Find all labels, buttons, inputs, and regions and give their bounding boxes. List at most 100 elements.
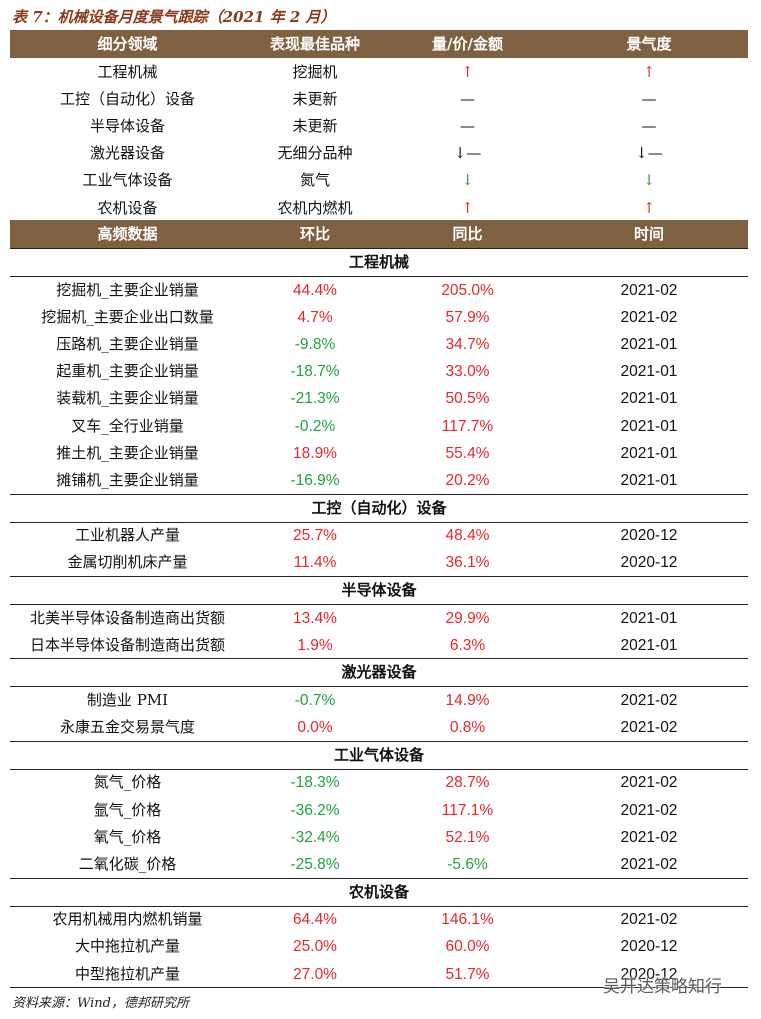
summary-cell: 半导体设备 <box>89 116 165 135</box>
summary-cell: — <box>641 116 657 135</box>
data-cell: 36.1% <box>445 554 490 572</box>
header-cell: 高频数据 <box>97 224 158 243</box>
data-cell: 28.7% <box>445 774 490 792</box>
data-cell: 大中拖拉机产量 <box>74 937 180 956</box>
data-cell: 48.4% <box>445 527 490 545</box>
summary-cell: ↓ <box>461 171 474 190</box>
data-cell: 2021-02 <box>620 828 678 846</box>
data-cell: -0.7% <box>294 691 336 709</box>
section-rule <box>10 768 748 770</box>
data-cell: 摊铺机_主要企业销量 <box>56 470 199 489</box>
data-cell: 50.5% <box>445 390 490 408</box>
data-cell: 2021-01 <box>620 609 678 627</box>
data-cell: 北美半导体设备制造商出货额 <box>29 608 225 627</box>
data-cell: -18.3% <box>290 774 340 792</box>
summary-cell: — <box>460 116 475 135</box>
data-cell: -5.6% <box>447 855 488 873</box>
data-cell: 117.1% <box>441 801 494 819</box>
section-rule <box>10 576 748 577</box>
data-cell: 2021-02 <box>620 774 678 792</box>
summary-cell: 激光器设备 <box>89 144 165 163</box>
data-cell: 11.4% <box>293 554 337 572</box>
data-cell: 2021-02 <box>620 691 678 709</box>
data-cell: 51.7% <box>445 965 490 983</box>
section-rule <box>10 905 748 907</box>
data-cell: -21.3% <box>290 390 340 408</box>
section-title: 工程机械 <box>348 253 409 271</box>
data-cell: 农用机械用内燃机销量 <box>52 910 203 929</box>
section-title: 工业气体设备 <box>333 745 424 764</box>
data-cell: 2020-12 <box>620 938 678 956</box>
summary-cell: 无细分品种 <box>277 144 353 163</box>
data-cell: 叉车_全行业销量 <box>71 416 184 435</box>
header-cell: 景气度 <box>626 34 672 53</box>
data-cell: -18.7% <box>290 363 340 381</box>
section-title: 农机设备 <box>348 882 409 901</box>
data-cell: 2021-02 <box>620 308 678 326</box>
section-rule <box>10 686 748 688</box>
data-cell: 29.9% <box>445 609 490 627</box>
summary-cell: 工控（自动化）设备 <box>59 89 195 108</box>
data-cell: 0.8% <box>449 719 486 737</box>
summary-cell: ↓— <box>635 144 663 163</box>
section-rule <box>10 493 748 495</box>
section-rule <box>10 248 748 249</box>
summary-cell: ↑ <box>642 198 656 217</box>
header-cell: 表现最佳品种 <box>269 34 360 53</box>
data-cell: 工业机器人产量 <box>74 526 180 545</box>
section-title: 半导体设备 <box>341 581 417 599</box>
watermark: 吴开达策略知行 <box>603 977 722 997</box>
data-cell: 氮气_价格 <box>93 773 162 792</box>
data-cell: 33.0% <box>445 363 490 381</box>
data-cell: 52.1% <box>445 828 490 846</box>
summary-cell: 未更新 <box>292 116 338 135</box>
table-title: 表 7：机械设备月度景气跟踪（2021 年 2 月） <box>12 8 336 26</box>
header-bar <box>10 30 748 58</box>
data-cell: 金属切削机床产量 <box>67 553 188 572</box>
data-cell: 2021-01 <box>620 471 678 489</box>
data-cell: 1.9% <box>297 636 333 654</box>
data-cell: 中型拖拉机产量 <box>74 964 180 983</box>
data-cell: 20.2% <box>445 471 490 489</box>
data-cell: 起重机_主要企业销量 <box>56 362 199 381</box>
data-cell: 挖掘机_主要企业销量 <box>56 280 199 299</box>
data-cell: 2021-02 <box>620 719 678 737</box>
section-rule <box>10 740 748 742</box>
summary-cell: ↑ <box>461 198 474 217</box>
summary-cell: 工业气体设备 <box>82 171 173 190</box>
data-cell: -36.2% <box>290 801 340 819</box>
data-cell: 57.9% <box>445 308 490 326</box>
data-cell: -16.9% <box>290 471 340 489</box>
data-cell: 60.0% <box>445 938 490 956</box>
data-cell: 25.7% <box>293 527 337 545</box>
header-cell: 时间 <box>633 224 664 243</box>
data-cell: 64.4% <box>293 911 337 929</box>
summary-cell: — <box>460 89 475 108</box>
data-cell: -32.4% <box>290 828 340 846</box>
bottom-rule <box>10 987 748 988</box>
section-rule <box>10 658 748 660</box>
header-cell: 细分领域 <box>97 34 158 53</box>
data-cell: 2021-01 <box>620 390 678 408</box>
data-cell: 4.7% <box>297 308 333 326</box>
data-cell: 27.0% <box>293 965 337 983</box>
summary-cell: ↓— <box>453 144 482 163</box>
data-cell: 2021-01 <box>620 335 678 353</box>
summary-cell: 未更新 <box>292 89 338 108</box>
data-cell: 2020-12 <box>620 554 678 572</box>
data-cell: -9.8% <box>294 335 336 353</box>
data-cell: 2021-02 <box>620 281 678 299</box>
data-cell: 装载机_主要企业销量 <box>56 389 199 408</box>
data-cell: 永康五金交易景气度 <box>59 718 195 737</box>
summary-cell: 工程机械 <box>97 62 158 81</box>
summary-cell: 氮气 <box>299 171 330 190</box>
data-cell: 55.4% <box>445 444 490 462</box>
data-cell: 2021-02 <box>620 801 678 819</box>
summary-cell: ↑ <box>642 62 656 81</box>
data-cell: 2021-01 <box>620 363 678 381</box>
section-rule <box>10 604 748 605</box>
data-cell: 2021-01 <box>620 417 678 435</box>
data-cell: 压路机_主要企业销量 <box>56 334 199 353</box>
summary-cell: ↓ <box>642 171 656 190</box>
data-cell: 日本半导体设备制造商出货额 <box>29 635 225 654</box>
